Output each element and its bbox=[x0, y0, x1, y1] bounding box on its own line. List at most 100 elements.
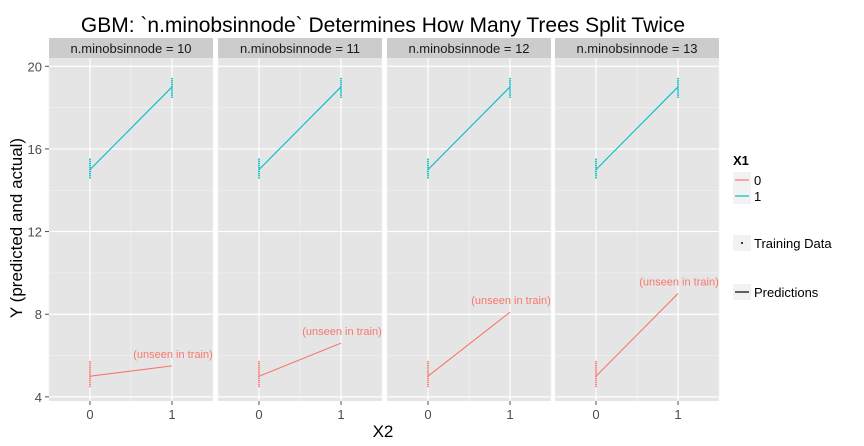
training-point-2-7 bbox=[171, 81, 173, 84]
training-point-2-6 bbox=[509, 83, 511, 86]
training-point-1-0 bbox=[595, 176, 597, 179]
training-point-0-2 bbox=[595, 381, 597, 384]
training-point-1-1 bbox=[595, 174, 597, 177]
facet-panel-2: n.minobsinnode = 12 (unseen in train) bbox=[386, 38, 552, 401]
training-point-1-8 bbox=[89, 160, 91, 163]
y-tick-label-4: 20 bbox=[28, 59, 42, 74]
training-point-2-3 bbox=[171, 90, 173, 92]
legend-predictions-label: Predictions bbox=[754, 285, 819, 300]
training-point-1-7 bbox=[89, 162, 91, 165]
training-point-0-11 bbox=[427, 362, 429, 365]
training-point-2-7 bbox=[677, 81, 679, 84]
facet-panel-0: n.minobsinnode = 10 (unseen in train) bbox=[48, 38, 214, 401]
training-point-2-8 bbox=[340, 79, 342, 82]
annotation-unseen: (unseen in train) bbox=[302, 326, 382, 338]
prediction-line-1 bbox=[258, 86, 342, 170]
training-point-2-6 bbox=[340, 83, 342, 86]
training-point-1-5 bbox=[89, 166, 91, 169]
facet-strip-label: n.minobsinnode = 12 bbox=[408, 41, 529, 56]
training-point-2-0 bbox=[509, 96, 511, 99]
training-point-1-0 bbox=[89, 176, 91, 179]
training-point-1-9 bbox=[258, 158, 260, 161]
training-point-1-1 bbox=[427, 174, 429, 177]
training-point-0-10 bbox=[427, 364, 429, 367]
facet-panel-1: n.minobsinnode = 11 (unseen in train) bbox=[217, 38, 383, 401]
prediction-line-0 bbox=[89, 365, 173, 377]
training-point-2-2 bbox=[340, 92, 342, 95]
training-point-0-3 bbox=[258, 379, 260, 382]
training-point-1-3 bbox=[258, 170, 260, 173]
training-point-0-6 bbox=[595, 373, 597, 376]
training-point-0-1 bbox=[89, 383, 91, 386]
training-point-0-9 bbox=[595, 367, 597, 369]
training-point-1-9 bbox=[595, 158, 597, 161]
training-point-1-7 bbox=[258, 162, 260, 165]
training-point-2-2 bbox=[677, 92, 679, 95]
legend-label-1: 1 bbox=[754, 189, 761, 204]
training-point-0-3 bbox=[595, 379, 597, 382]
legend-training-dot bbox=[741, 242, 743, 244]
prediction-line-0 bbox=[258, 342, 342, 377]
training-point-1-2 bbox=[89, 172, 91, 175]
facet-strip bbox=[387, 38, 551, 58]
prediction-line-0 bbox=[427, 311, 511, 377]
annotation-unseen: (unseen in train) bbox=[471, 295, 551, 307]
facet-strip bbox=[49, 38, 213, 58]
training-point-0-6 bbox=[89, 373, 91, 376]
training-point-0-7 bbox=[427, 371, 429, 373]
training-point-0-8 bbox=[427, 369, 429, 371]
training-point-2-9 bbox=[509, 77, 511, 80]
training-point-0-1 bbox=[595, 383, 597, 386]
training-point-2-4 bbox=[340, 88, 342, 90]
y-tick-label-3: 16 bbox=[28, 142, 42, 157]
training-point-1-2 bbox=[258, 172, 260, 175]
legend-label-0: 0 bbox=[754, 173, 761, 188]
training-point-0-1 bbox=[258, 383, 260, 386]
training-point-2-0 bbox=[340, 96, 342, 99]
training-point-1-6 bbox=[595, 164, 597, 167]
training-point-1-3 bbox=[89, 170, 91, 173]
training-point-0-0 bbox=[89, 385, 91, 388]
training-point-1-1 bbox=[258, 174, 260, 177]
training-point-0-10 bbox=[595, 364, 597, 367]
training-point-1-2 bbox=[427, 172, 429, 175]
prediction-line-1 bbox=[595, 86, 679, 170]
training-point-0-4 bbox=[427, 377, 429, 380]
training-point-2-1 bbox=[171, 94, 173, 97]
training-point-1-8 bbox=[595, 160, 597, 163]
training-point-0-12 bbox=[258, 360, 260, 363]
training-point-1-0 bbox=[258, 176, 260, 179]
training-point-1-9 bbox=[89, 158, 91, 161]
training-point-1-3 bbox=[427, 170, 429, 173]
facet-strip bbox=[218, 38, 382, 58]
training-point-0-12 bbox=[427, 360, 429, 363]
x-tick-label-1-1: 1 bbox=[337, 407, 344, 422]
training-point-2-6 bbox=[171, 83, 173, 86]
prediction-line-0 bbox=[595, 293, 679, 377]
training-point-1-6 bbox=[258, 164, 260, 167]
x-tick-label-0-1: 1 bbox=[168, 407, 175, 422]
training-point-0-8 bbox=[89, 369, 91, 371]
training-point-0-6 bbox=[258, 373, 260, 376]
training-point-2-8 bbox=[509, 79, 511, 82]
training-point-0-8 bbox=[258, 369, 260, 371]
prediction-line-1 bbox=[89, 86, 173, 170]
training-point-2-2 bbox=[509, 92, 511, 95]
training-point-2-3 bbox=[677, 90, 679, 92]
training-point-0-7 bbox=[89, 371, 91, 373]
training-point-0-0 bbox=[427, 385, 429, 388]
training-point-2-3 bbox=[509, 90, 511, 92]
training-point-1-8 bbox=[427, 160, 429, 163]
training-point-2-9 bbox=[340, 77, 342, 80]
training-point-0-8 bbox=[595, 369, 597, 371]
y-axis: 4 8 12 16 20 bbox=[28, 59, 49, 405]
facet-strip bbox=[555, 38, 719, 58]
training-point-0-2 bbox=[89, 381, 91, 384]
training-point-1-7 bbox=[427, 162, 429, 165]
facet-strip-label: n.minobsinnode = 10 bbox=[70, 41, 191, 56]
x-axis-title: X2 bbox=[373, 422, 394, 441]
training-point-1-9 bbox=[427, 158, 429, 161]
training-point-2-9 bbox=[171, 77, 173, 80]
training-point-1-1 bbox=[89, 174, 91, 177]
training-point-1-6 bbox=[427, 164, 429, 167]
